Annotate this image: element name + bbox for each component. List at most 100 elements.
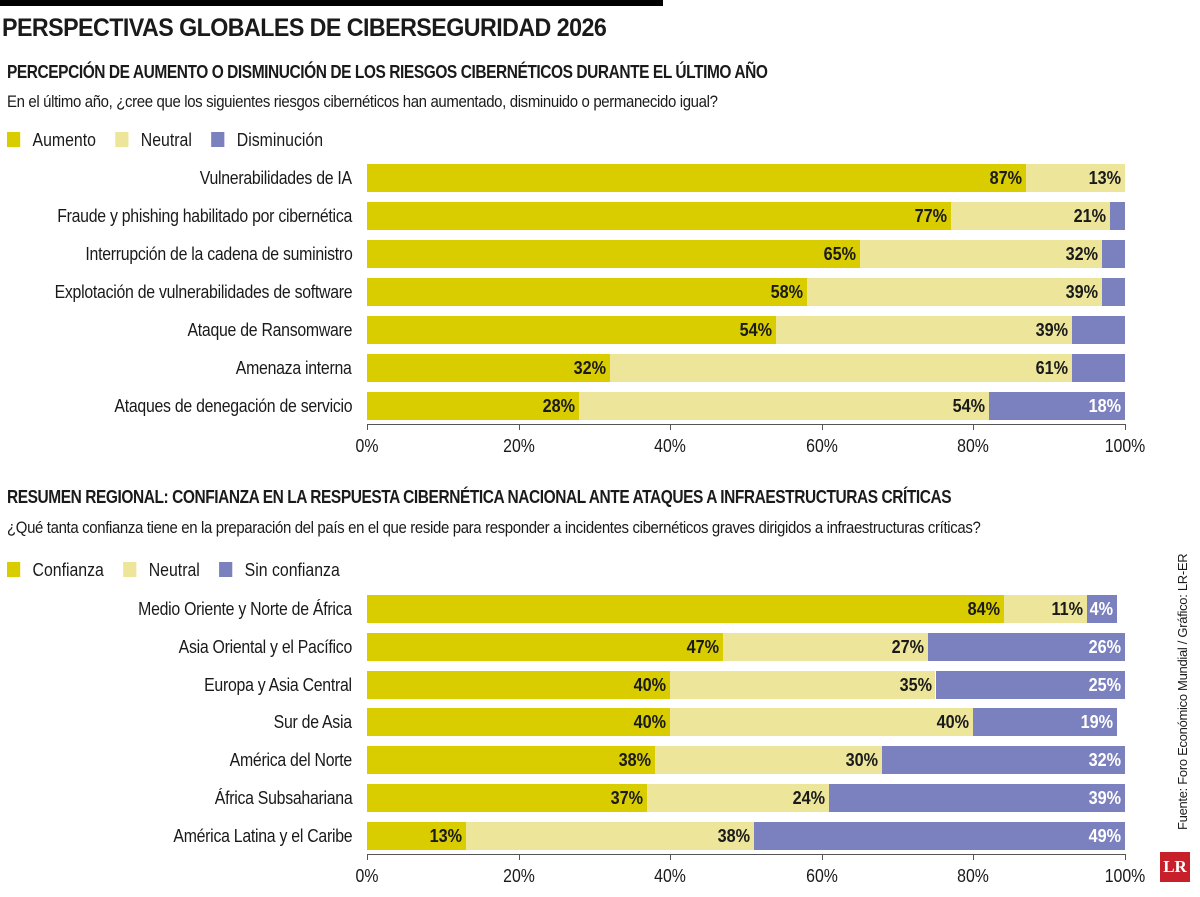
- x-tick-label: 80%: [957, 436, 990, 456]
- bar-segment-disminución: [988, 392, 1125, 420]
- bar-segment-aumento: [367, 240, 860, 268]
- bar-segment-disminución: [1102, 278, 1125, 306]
- legend-swatch: [123, 562, 137, 577]
- data-label: 40%: [633, 712, 667, 732]
- bar-segment-sin-confianza: [829, 784, 1125, 812]
- data-label: 49%: [1088, 826, 1121, 846]
- legend-swatch: [7, 562, 21, 577]
- data-label: 87%: [990, 168, 1023, 188]
- bar-segment-neutral: [670, 708, 974, 736]
- bar-segment-disminución: [1109, 202, 1125, 230]
- data-label: 18%: [1088, 396, 1121, 416]
- data-label: 13%: [1088, 168, 1121, 188]
- bar-segment-aumento: [367, 316, 777, 344]
- legend-item: Sin confianza: [219, 560, 340, 581]
- x-tick-label: 40%: [654, 866, 687, 886]
- bar-segment-neutral: [950, 202, 1110, 230]
- data-label: 32%: [1065, 244, 1099, 264]
- x-tick: [821, 854, 823, 860]
- top-rule: [0, 0, 663, 6]
- x-tick: [973, 424, 975, 430]
- legend-swatch: [7, 132, 21, 147]
- data-label: 4%: [1089, 599, 1114, 619]
- legend-label: Disminución: [236, 130, 324, 150]
- bar-segment-sin-confianza: [882, 746, 1125, 774]
- bar-segment-confianza: [367, 595, 1004, 623]
- data-label: 40%: [633, 675, 667, 695]
- data-label: 84%: [967, 599, 1000, 619]
- category-label: América del Norte: [229, 750, 353, 770]
- chart-subtitle: En el último año, ¿cree que los siguient…: [7, 92, 718, 111]
- legend-label: Confianza: [32, 560, 104, 580]
- bar-segment-disminución: [1071, 354, 1125, 382]
- x-tick-label: 0%: [355, 866, 379, 886]
- x-tick-label: 100%: [1104, 866, 1146, 886]
- x-tick: [367, 424, 368, 430]
- bar-segment-neutral: [776, 316, 1072, 344]
- category-label: Ataques de denegación de servicio: [114, 396, 352, 416]
- x-tick-label: 60%: [805, 436, 838, 456]
- bar-segment-aumento: [367, 354, 610, 382]
- bar-segment-confianza: [367, 633, 724, 661]
- legend-item: Confianza: [7, 560, 104, 581]
- data-label: 65%: [823, 244, 856, 264]
- category-label: Ataque de Ransomware: [187, 320, 352, 340]
- x-tick: [518, 854, 520, 860]
- x-tick: [821, 424, 823, 430]
- x-tick-label: 40%: [654, 436, 687, 456]
- source-note: Fuente: Foro Económico Mundial / Gráfico…: [1175, 553, 1190, 830]
- bar-segment-confianza: [367, 784, 648, 812]
- page-title: PERSPECTIVAS GLOBALES DE CIBERSEGURIDAD …: [2, 14, 607, 42]
- bar-segment-neutral: [1026, 164, 1125, 192]
- data-label: 38%: [618, 750, 652, 770]
- bar-segment-sin-confianza: [973, 708, 1118, 736]
- x-tick-label: 60%: [805, 866, 838, 886]
- data-label: 19%: [1080, 712, 1114, 732]
- x-tick: [518, 424, 520, 430]
- legend-label: Aumento: [32, 130, 96, 150]
- data-label: 26%: [1088, 637, 1121, 657]
- x-tick: [1125, 854, 1126, 860]
- data-label: 27%: [891, 637, 924, 657]
- category-label: África Subsahariana: [214, 788, 352, 808]
- legend-item: Disminución: [211, 130, 323, 151]
- bar-segment-aumento: [367, 278, 807, 306]
- legend-swatch: [115, 132, 129, 147]
- bar-segment-confianza: [367, 671, 671, 699]
- data-label: 28%: [542, 396, 576, 416]
- data-label: 37%: [611, 788, 644, 808]
- bar-segment-aumento: [367, 164, 1027, 192]
- category-label: Europa y Asia Central: [204, 675, 352, 695]
- bar-segment-sin-confianza: [927, 633, 1125, 661]
- x-tick: [973, 854, 975, 860]
- category-label: Vulnerabilidades de IA: [199, 168, 352, 188]
- data-label: 11%: [1051, 599, 1084, 619]
- chart-title: RESUMEN REGIONAL: CONFIANZA EN LA RESPUE…: [7, 487, 952, 507]
- x-tick: [670, 424, 672, 430]
- data-label: 58%: [770, 282, 803, 302]
- legend-swatch: [211, 132, 225, 147]
- data-label: 24%: [792, 788, 826, 808]
- legend: Aumento Neutral Disminución: [7, 130, 323, 151]
- legend-label: Sin confianza: [244, 560, 340, 580]
- bar-segment-confianza: [367, 746, 656, 774]
- legend: Confianza Neutral Sin confianza: [7, 560, 340, 581]
- bar-segment-sin-confianza: [935, 671, 1125, 699]
- data-label: 54%: [952, 396, 985, 416]
- category-label: Fraude y phishing habilitado por ciberné…: [57, 206, 352, 226]
- bar-segment-disminución: [1071, 316, 1125, 344]
- legend-label: Neutral: [140, 130, 192, 150]
- bar-segment-confianza: [367, 822, 466, 850]
- category-label: Interrupción de la cadena de suministro: [84, 244, 352, 264]
- data-label: 77%: [914, 206, 947, 226]
- x-axis-line: [367, 854, 1125, 855]
- category-label: América Latina y el Caribe: [173, 826, 352, 846]
- x-axis-line: [367, 424, 1125, 425]
- data-label: 35%: [899, 675, 932, 695]
- x-tick: [367, 854, 368, 860]
- x-tick-label: 100%: [1104, 436, 1146, 456]
- bar-segment-aumento: [367, 392, 580, 420]
- legend-item: Neutral: [123, 560, 200, 581]
- x-tick-label: 0%: [355, 436, 379, 456]
- bar-segment-neutral: [670, 671, 936, 699]
